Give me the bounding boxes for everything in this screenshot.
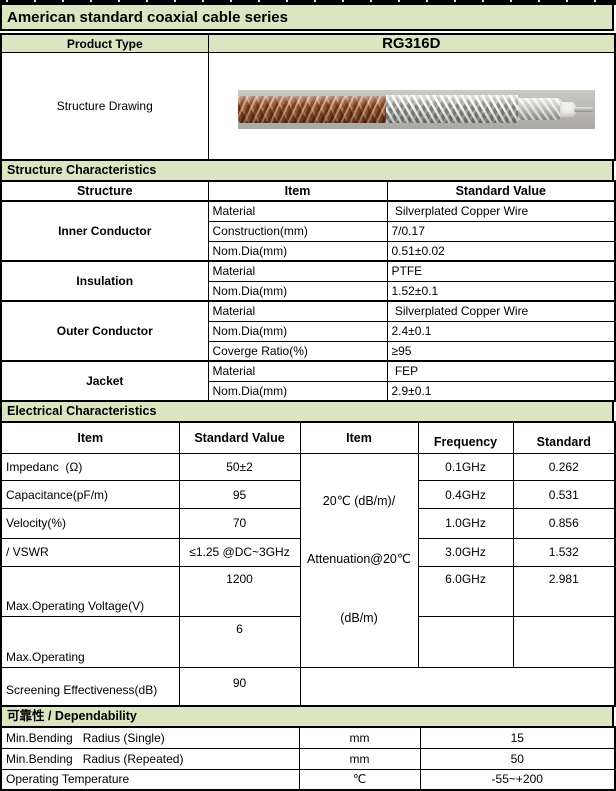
attenuation-standard: 0.856 [512,508,616,539]
cable-photo [237,90,595,129]
dependability-item: Min.Bending Radius (Single) [0,726,300,749]
cable-dielectric [559,102,576,117]
elec-item: Impedanc (Ω) [0,452,180,482]
structure-drawing-cell [207,52,616,161]
attenuation-line: 20℃ (dB/m)/ [322,494,396,509]
spec-value: PTFE [386,260,616,282]
elec-value: 95 [178,480,301,510]
cable-jacket-braid [237,96,386,123]
elec-item: Velocity(%) [0,508,180,539]
dependability-value: 50 [419,747,616,770]
elec-value: 70 [178,508,301,539]
top-ruler [0,0,616,5]
section-dependability: 可靠性 / Dependability [0,707,614,727]
attenuation-line: Attenuation@20℃ [307,552,411,567]
frequency-value: 0.1GHz [417,452,514,482]
section-structure-characteristics: Structure Characteristics [0,161,614,180]
spec-item: Coverge Ratio(%) [207,340,388,362]
elec-item2-header: Item [299,421,419,454]
group-insulation: Insulation [0,260,209,302]
frequency-value: 0.4GHz [417,480,514,510]
section-electrical-characteristics: Electrical Characteristics [0,402,614,421]
structure-col-header: Structure [0,180,209,202]
electrical-table: Item Standard Value Item Frequency Stand… [0,421,616,708]
standard-header: Standard [512,421,616,454]
product-type-label: Product Type [0,33,209,53]
elec-value: 90 [178,666,301,707]
product-type-value: RG316D [207,33,616,53]
spec-item: Nom.Dia(mm) [207,380,388,402]
structure-table: Structure Item Standard Value Inner Cond… [0,180,616,402]
spec-value: 7/0.17 [386,220,616,242]
elec-item: Capacitance(pF/m) [0,480,180,510]
product-table: Product Type RG316D Structure Drawing [0,33,616,161]
attenuation-standard: 2.981 [512,565,616,618]
item-col-header: Item [207,180,388,202]
spec-item: Material [207,260,388,282]
elec-value: ≤1.25 @DC~3GHz [178,537,301,567]
elec-item: Max.Operating Voltage(V) [0,565,180,618]
elec-item: / VSWR [0,537,180,567]
dependability-table: Min.Bending Radius (Single) mm 15 Min.Be… [0,726,616,791]
attenuation-standard: 0.262 [512,452,616,482]
spec-item: Material [207,200,388,222]
spec-item: Nom.Dia(mm) [207,280,388,302]
elec-value: 1200 [178,565,301,618]
spec-value: 1.52±0.1 [386,280,616,302]
dependability-value: 15 [419,726,616,749]
empty-frequency-cell [417,616,514,668]
spec-value: Silverplated Copper Wire [386,200,616,222]
double-line-gap [0,31,616,33]
spec-item: Material [207,360,388,382]
frequency-value: 1.0GHz [417,508,514,539]
group-inner-conductor: Inner Conductor [0,200,209,262]
spec-item: Nom.Dia(mm) [207,240,388,262]
dependability-unit: ℃ [298,768,421,791]
spec-value: ≥95 [386,340,616,362]
standard-value-col-header: Standard Value [386,180,616,202]
page-title: American standard coaxial cable series [0,5,614,31]
empty-standard-cell [512,616,616,668]
spec-item: Construction(mm) [207,220,388,242]
frequency-value: 3.0GHz [417,537,514,567]
cable-shield-braid-end [517,98,564,120]
attenuation-standard: 1.532 [512,537,616,567]
spec-value: Silverplated Copper Wire [386,300,616,322]
attenuation-standard: 0.531 [512,480,616,510]
dependability-unit: mm [298,747,421,770]
dependability-value: -55~+200 [419,768,616,791]
top-ruler-ticks [6,0,616,2]
elec-item-header: Item [0,421,180,454]
dependability-item: Min.Bending Radius (Repeated) [0,747,300,770]
group-jacket: Jacket [0,360,209,402]
spec-item: Material [207,300,388,322]
spec-value: 2.4±0.1 [386,320,616,342]
dependability-unit: mm [298,726,421,749]
dependability-item: Operating Temperature [0,768,300,791]
group-outer-conductor: Outer Conductor [0,300,209,362]
spec-value: 0.51±0.02 [386,240,616,262]
cable-center-pin [573,107,593,112]
spec-item: Nom.Dia(mm) [207,320,388,342]
empty-merged-cell [299,666,616,707]
frequency-value: 6.0GHz [417,565,514,618]
elec-item: Max.Operating [0,616,180,668]
attenuation-label-cell: 20℃ (dB/m)/ Attenuation@20℃ (dB/m) [299,452,419,668]
cable-shield-braid [385,95,518,123]
frequency-header: Frequency [417,421,514,454]
structure-drawing-label: Structure Drawing [0,52,209,161]
spec-value: FEP [386,360,616,382]
elec-value: 50±2 [178,452,301,482]
elec-item: Screening Effectiveness(dB) [0,666,180,707]
elec-value: 6 [178,616,301,668]
elec-standard-value-header: Standard Value [178,421,301,454]
attenuation-line: (dB/m) [340,610,378,625]
spec-value: 2.9±0.1 [386,380,616,402]
